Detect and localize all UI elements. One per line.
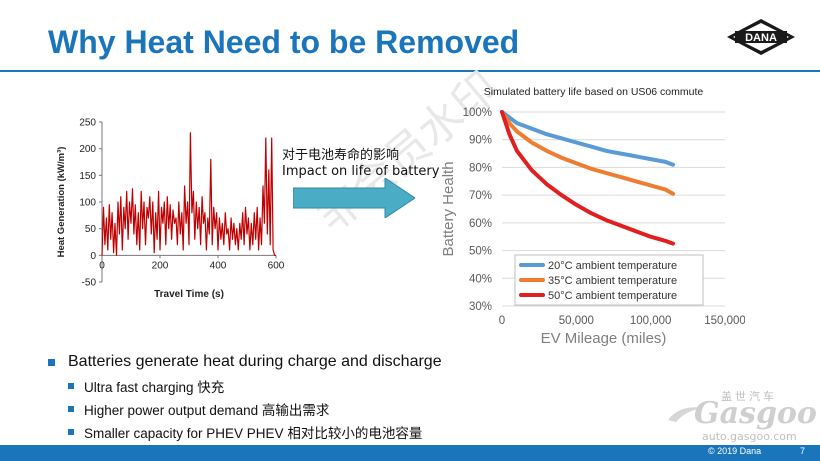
y-tick-label: 250 bbox=[79, 118, 96, 129]
bullet-item: Batteries generate heat during charge an… bbox=[48, 351, 608, 373]
footer-copyright: © 2019 Dana bbox=[708, 446, 762, 456]
x-tick-label: 0 bbox=[99, 260, 105, 271]
heat-series-line bbox=[101, 132, 276, 256]
bullet-marker bbox=[68, 405, 74, 412]
sub-bullet-item: Higher power output demand 高输出需求 bbox=[68, 398, 608, 419]
dana-logo: DANA bbox=[726, 18, 796, 56]
y-tick-label: 30% bbox=[469, 301, 492, 313]
gasgoo-watermark: 盖世汽车 Gasgoo auto.gasgoo.com bbox=[666, 388, 817, 444]
y-axis-title: Battery Health bbox=[440, 161, 457, 256]
x-tick-label: 150,000 bbox=[704, 315, 745, 327]
slide-title: Why Heat Need to be Removed bbox=[48, 24, 520, 60]
sub-bullet-text: Ultra fast charging 快充 bbox=[84, 379, 225, 395]
x-axis-title: Travel Time (s) bbox=[154, 289, 224, 300]
page-number: 7 bbox=[800, 446, 806, 456]
y-tick-label: 60% bbox=[469, 218, 492, 230]
gasgoo-swoosh-icon bbox=[668, 407, 704, 422]
y-axis-title: Heat Generation (kW/m³) bbox=[56, 147, 67, 258]
sub-bullet-item: Smaller capacity for PHEV PHEV 相对比较小的电池容… bbox=[68, 421, 608, 442]
gasgoo-cn: 盖世汽车 bbox=[721, 390, 777, 403]
y-tick-label: 80% bbox=[469, 162, 492, 174]
series-line-3 bbox=[500, 110, 675, 246]
gasgoo-name: Gasgoo bbox=[694, 396, 817, 431]
x-tick-label: 100,000 bbox=[630, 315, 672, 327]
y-tick-label: 50 bbox=[85, 224, 97, 235]
bullet-marker bbox=[48, 358, 55, 366]
gasgoo-url: auto.gasgoo.com bbox=[702, 430, 797, 443]
x-tick-label: 600 bbox=[268, 260, 285, 271]
y-tick-label: 90% bbox=[469, 135, 492, 147]
y-tick-label: 150 bbox=[79, 171, 96, 182]
series-line-2 bbox=[500, 110, 675, 196]
legend-label: 50°C ambient temperature bbox=[548, 290, 677, 302]
y-tick-label: 70% bbox=[469, 190, 492, 202]
legend-label: 20°C ambient temperature bbox=[548, 260, 677, 272]
arrow-label-cn: 对于电池寿命的影响 bbox=[282, 148, 400, 163]
sub-bullet-text: Smaller capacity for PHEV PHEV 相对比较小的电池容… bbox=[84, 425, 423, 441]
arrow-label-en: Impact on life of battery bbox=[282, 164, 440, 179]
bullet-marker bbox=[68, 428, 74, 435]
y-tick-label: 40% bbox=[469, 273, 492, 285]
bullet-marker bbox=[68, 382, 74, 389]
x-tick-label: 0 bbox=[499, 315, 505, 327]
footer-bar bbox=[0, 445, 820, 461]
y-tick-label: 200 bbox=[79, 144, 96, 155]
bullet-text: Batteries generate heat during charge an… bbox=[68, 353, 442, 370]
right-arrow-icon bbox=[292, 177, 416, 219]
x-tick-label: 400 bbox=[210, 260, 227, 271]
legend-box bbox=[514, 254, 704, 306]
bullet-list: Batteries generate heat during charge an… bbox=[48, 351, 608, 442]
y-tick-label: 50% bbox=[469, 246, 492, 258]
title-divider bbox=[0, 70, 820, 72]
y-tick-label: 0 bbox=[90, 251, 96, 262]
x-tick-label: 50,000 bbox=[559, 315, 594, 327]
x-axis-title: EV Mileage (miles) bbox=[541, 330, 667, 347]
battery-health-chart: Simulated battery life based on US06 com… bbox=[440, 86, 745, 347]
y-tick-label: 100% bbox=[463, 107, 492, 119]
x-tick-label: 200 bbox=[152, 260, 169, 271]
series-line-1 bbox=[500, 110, 675, 167]
y-tick-label: 100 bbox=[79, 198, 96, 209]
chart-title: Simulated battery life based on US06 com… bbox=[484, 86, 704, 98]
logo-text: DANA bbox=[745, 32, 777, 44]
sub-bullet-text: Higher power output demand 高输出需求 bbox=[84, 402, 330, 418]
sub-bullet-item: Ultra fast charging 快充 bbox=[68, 375, 608, 396]
y-tick-label: -50 bbox=[82, 278, 97, 289]
legend-label: 35°C ambient temperature bbox=[548, 275, 677, 287]
